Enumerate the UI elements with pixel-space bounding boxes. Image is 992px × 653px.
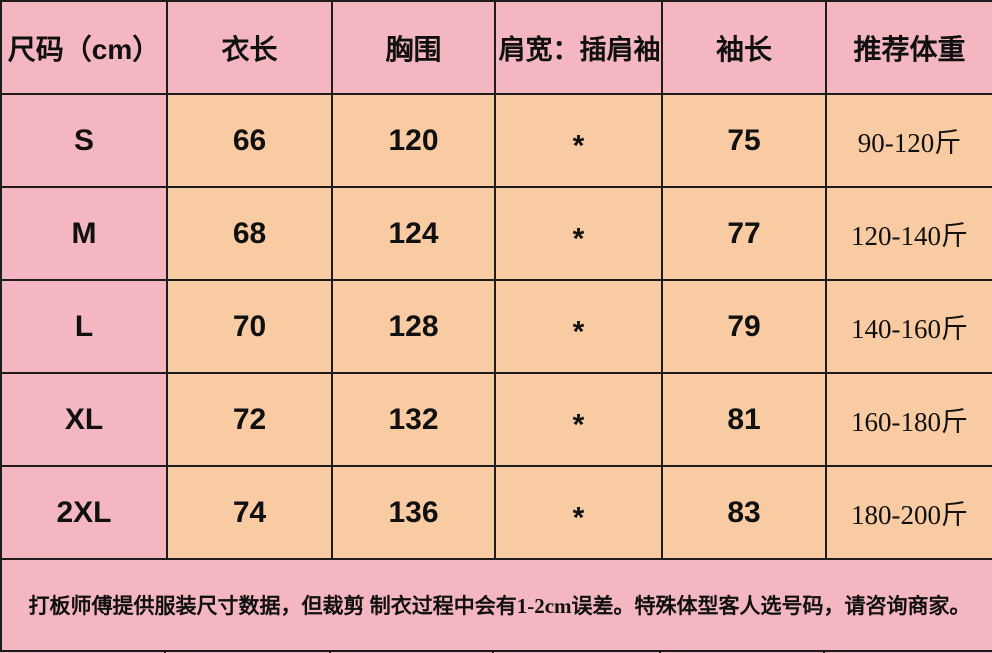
garment-length-cell: 72 [166,372,333,467]
shoulder-cell: * [494,186,663,281]
size-cell: 2XL [0,465,168,560]
garment-length-cell: 74 [166,465,333,560]
table-row-m: M 68 124 * 77 120-140斤 [0,186,992,281]
bust-cell: 136 [331,465,496,560]
asterisk: * [572,221,585,255]
header-recommended-weight: 推荐体重 [825,0,992,95]
shoulder-cell: * [494,372,663,467]
bust-cell: 132 [331,372,496,467]
weight-cell: 140-160斤 [825,279,992,374]
disclaimer-note: 打板师傅提供服装尺寸数据，但裁剪 制衣过程中会有1-2cm误差。特殊体型客人选号… [0,558,992,652]
shoulder-cell: * [494,279,663,374]
garment-length-cell: 68 [166,186,333,281]
sleeve-length-cell: 83 [661,465,827,560]
table-row-l: L 70 128 * 79 140-160斤 [0,279,992,374]
header-sleeve-length: 袖长 [661,0,827,95]
header-row: 尺码（cm） 衣长 胸围 肩宽：插肩袖 袖长 推荐体重 [0,0,992,95]
sleeve-length-cell: 75 [661,93,827,188]
note-row: 打板师傅提供服装尺寸数据，但裁剪 制衣过程中会有1-2cm误差。特殊体型客人选号… [0,558,992,652]
bust-cell: 120 [331,93,496,188]
size-cell: M [0,186,168,281]
asterisk: * [572,407,585,441]
weight-cell: 160-180斤 [825,372,992,467]
table-row-xl: XL 72 132 * 81 160-180斤 [0,372,992,467]
header-bust: 胸围 [331,0,496,95]
asterisk: * [572,314,585,348]
table-row-2xl: 2XL 74 136 * 83 180-200斤 [0,465,992,560]
weight-cell: 180-200斤 [825,465,992,560]
shoulder-cell: * [494,93,663,188]
header-shoulder: 肩宽：插肩袖 [494,0,663,95]
size-cell: L [0,279,168,374]
header-garment-length: 衣长 [166,0,333,95]
weight-cell: 120-140斤 [825,186,992,281]
bust-cell: 128 [331,279,496,374]
sleeve-length-cell: 79 [661,279,827,374]
sleeve-length-cell: 77 [661,186,827,281]
table-row-s: S 66 120 * 75 90-120斤 [0,93,992,188]
sleeve-length-cell: 81 [661,372,827,467]
garment-length-cell: 66 [166,93,333,188]
size-cell: XL [0,372,168,467]
shoulder-cell: * [494,465,663,560]
asterisk: * [572,128,585,162]
bust-cell: 124 [331,186,496,281]
asterisk: * [572,500,585,534]
weight-cell: 90-120斤 [825,93,992,188]
garment-length-cell: 70 [166,279,333,374]
size-cell: S [0,93,168,188]
header-size: 尺码（cm） [0,0,168,95]
